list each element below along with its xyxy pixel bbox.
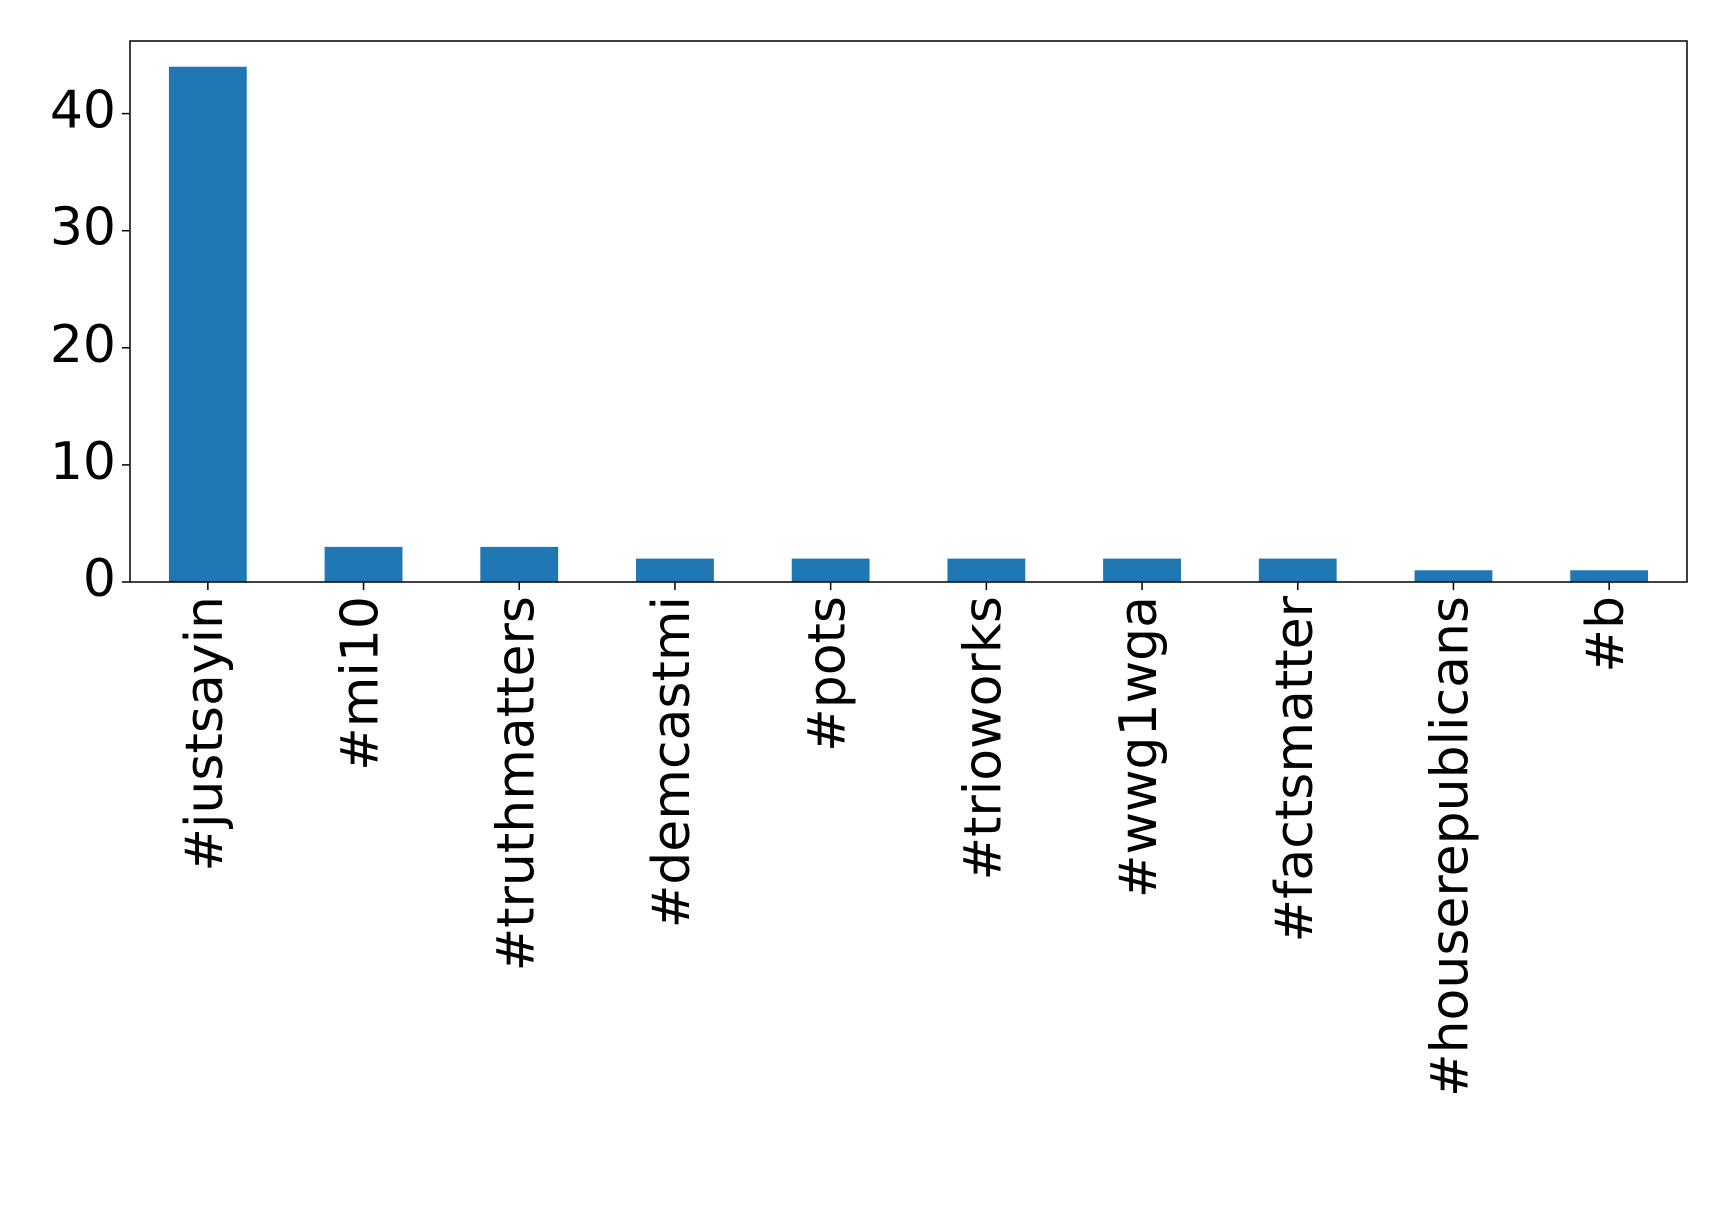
x-tick-label: #wwg1wga (1109, 596, 1169, 898)
bar (1103, 558, 1181, 582)
bar (791, 558, 870, 582)
y-tick-label: 20 (50, 315, 116, 375)
bar (324, 546, 403, 582)
bar (168, 66, 247, 582)
y-tick-label: 40 (50, 81, 116, 141)
x-tick-label: #factsmatter (1265, 595, 1325, 942)
y-tick-label: 30 (50, 198, 116, 258)
x-tick-label: #demcastmi (642, 596, 702, 928)
bar (947, 558, 1026, 582)
plot-frame (129, 40, 1688, 583)
x-tick-label: #trioworks (953, 596, 1013, 881)
y-tick-label: 10 (50, 432, 116, 492)
bar (480, 546, 559, 582)
bar (1258, 558, 1337, 582)
x-tick-label: #houserepublicans (1420, 596, 1480, 1097)
x-tick-label: #justsayin (175, 596, 235, 872)
y-tick-label: 0 (83, 549, 116, 609)
x-tick-label: #mi10 (331, 596, 391, 771)
x-tick-label: #truthmatters (486, 596, 546, 971)
bar (1570, 570, 1649, 582)
x-tick-label: #b (1576, 596, 1636, 673)
bar (636, 558, 714, 582)
x-tick-label: #pots (798, 596, 858, 752)
bar (1414, 570, 1493, 582)
